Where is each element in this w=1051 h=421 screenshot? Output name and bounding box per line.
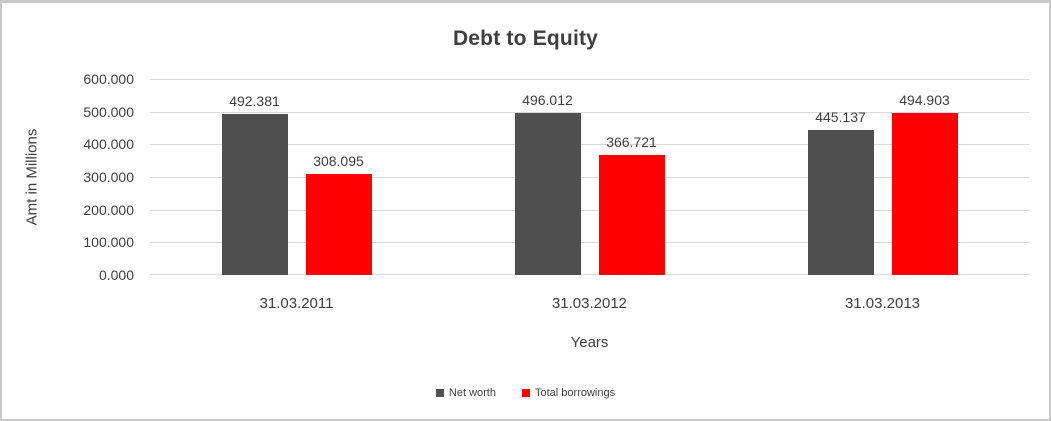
y-tick-label: 300.000 [83, 169, 134, 185]
bar-net-worth [221, 114, 288, 275]
data-label: 494.903 [899, 92, 950, 109]
y-tick-label: 200.000 [83, 202, 134, 218]
legend-label: Net worth [448, 387, 496, 399]
data-label: 445.137 [815, 108, 866, 125]
bar-net-worth [807, 129, 874, 275]
gridline [150, 79, 1029, 80]
y-tick-label: 500.000 [83, 104, 134, 120]
x-axis-tick-labels: 31.03.2011 31.03.2012 31.03.2013 [150, 275, 1029, 315]
legend: Net worth Total borrowings [2, 387, 1049, 399]
gridline [150, 242, 1029, 243]
gridline [150, 210, 1029, 211]
data-label: 496.012 [522, 92, 573, 108]
bar-total-borrowings [891, 113, 958, 275]
bar-net-worth [514, 113, 581, 275]
x-tick-label: 31.03.2012 [551, 295, 628, 312]
x-tick-label: 31.03.2013 [844, 295, 921, 312]
x-axis-title: Years [570, 334, 609, 351]
gridline [150, 274, 1029, 275]
chart-title: Debt to Equity [452, 27, 599, 50]
legend-label: Total borrowings [534, 387, 616, 399]
data-label: 308.095 [313, 153, 364, 170]
legend-item-net-worth: Net worth [435, 387, 496, 399]
gridline [150, 177, 1029, 178]
y-tick-label: 0.000 [98, 267, 134, 283]
y-tick-label: 600.000 [83, 71, 134, 87]
bar-total-borrowings [305, 174, 372, 275]
data-label: 492.381 [229, 93, 280, 110]
y-tick-label: 100.000 [83, 234, 134, 250]
bar-total-borrowings [598, 155, 665, 275]
plot-area: 492.381 308.095 496.012 366.721 445.137 494.9… [150, 79, 1029, 275]
gridline [150, 144, 1029, 145]
legend-item-total-borrowings: Total borrowings [521, 387, 616, 399]
gridline [150, 112, 1029, 113]
y-axis-tick-labels: 0.000 100.000 200.000 300.000 400.000 500.000… [2, 71, 142, 283]
y-tick-label: 400.000 [83, 136, 134, 152]
x-tick-label: 31.03.2011 [259, 295, 334, 312]
legend-swatch-icon [521, 389, 530, 397]
data-label: 366.721 [606, 134, 657, 151]
legend-swatch-icon [435, 389, 444, 397]
